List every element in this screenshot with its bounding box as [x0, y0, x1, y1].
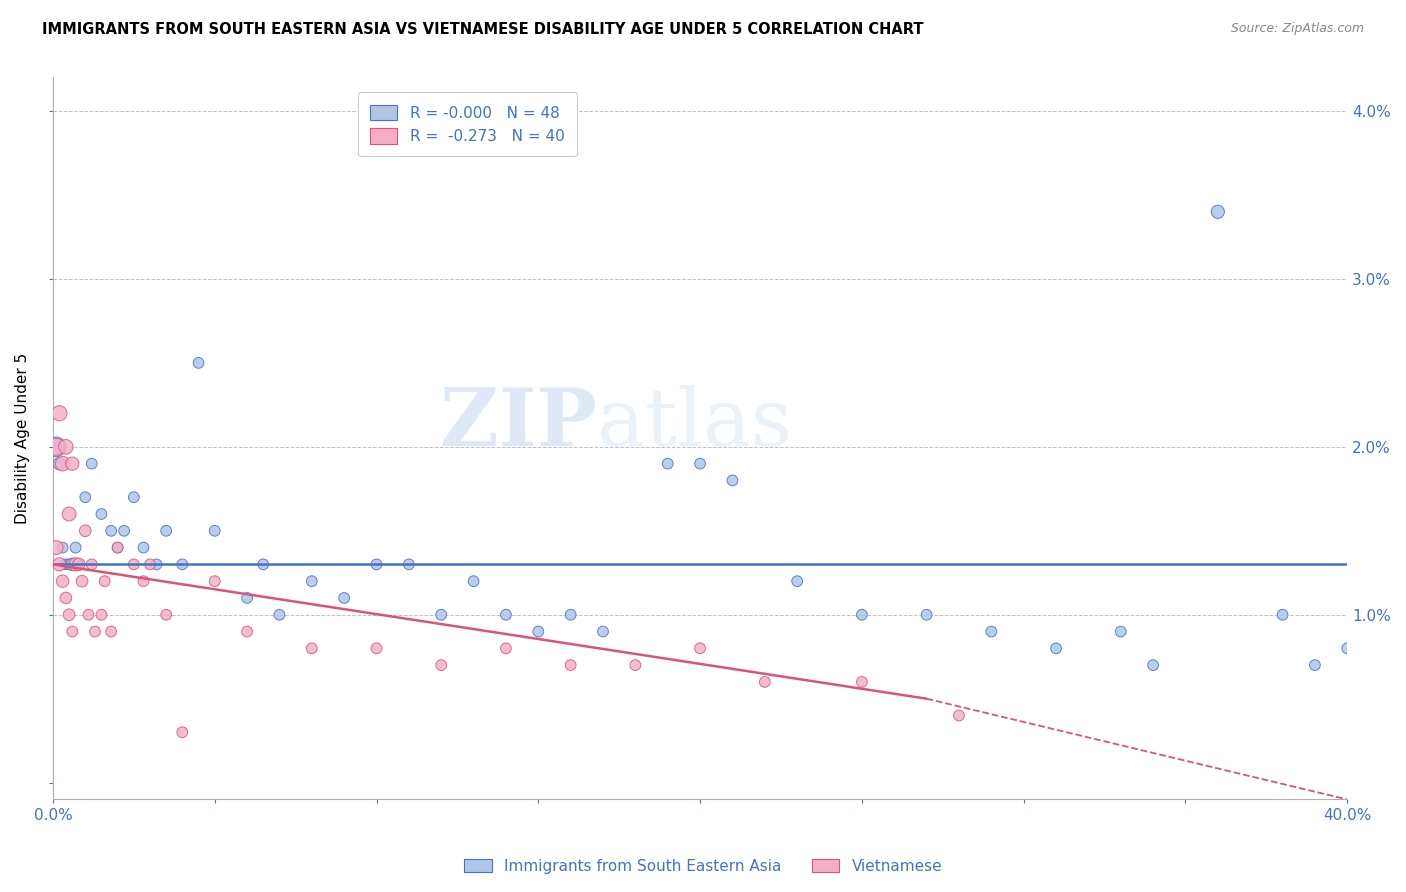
- Text: Source: ZipAtlas.com: Source: ZipAtlas.com: [1230, 22, 1364, 36]
- Point: [48, 457, 70, 471]
- Point: [187, 356, 209, 370]
- Point: [77, 607, 100, 622]
- Text: atlas: atlas: [596, 385, 792, 463]
- Point: [624, 658, 647, 673]
- Point: [100, 524, 122, 538]
- Legend: Immigrants from South Eastern Asia, Vietnamese: Immigrants from South Eastern Asia, Viet…: [458, 853, 948, 880]
- Point: [252, 558, 274, 572]
- Point: [301, 641, 323, 656]
- Point: [45, 440, 67, 454]
- Point: [1109, 624, 1132, 639]
- Point: [851, 674, 873, 689]
- Point: [657, 457, 679, 471]
- Point: [269, 607, 291, 622]
- Point: [145, 558, 167, 572]
- Point: [60, 457, 83, 471]
- Point: [132, 541, 155, 555]
- Point: [107, 541, 129, 555]
- Point: [65, 541, 87, 555]
- Point: [430, 607, 453, 622]
- Point: [204, 574, 226, 589]
- Point: [948, 708, 970, 723]
- Point: [55, 558, 77, 572]
- Point: [52, 541, 75, 555]
- Point: [60, 558, 83, 572]
- Point: [1142, 658, 1164, 673]
- Point: [107, 541, 129, 555]
- Point: [592, 624, 614, 639]
- Point: [45, 541, 67, 555]
- Point: [93, 574, 115, 589]
- Point: [60, 624, 83, 639]
- Point: [754, 674, 776, 689]
- Point: [65, 558, 87, 572]
- Point: [112, 524, 135, 538]
- Point: [55, 440, 77, 454]
- Point: [851, 607, 873, 622]
- Point: [80, 558, 103, 572]
- Point: [786, 574, 808, 589]
- Point: [48, 406, 70, 420]
- Point: [495, 641, 517, 656]
- Point: [139, 558, 162, 572]
- Point: [75, 490, 97, 504]
- Point: [45, 440, 67, 454]
- Point: [495, 607, 517, 622]
- Point: [398, 558, 420, 572]
- Point: [980, 624, 1002, 639]
- Point: [132, 574, 155, 589]
- Text: ZIP: ZIP: [440, 385, 596, 463]
- Point: [1336, 641, 1358, 656]
- Point: [55, 591, 77, 605]
- Point: [172, 725, 194, 739]
- Point: [560, 658, 582, 673]
- Point: [80, 457, 103, 471]
- Point: [1271, 607, 1294, 622]
- Point: [366, 641, 388, 656]
- Point: [204, 524, 226, 538]
- Text: IMMIGRANTS FROM SOUTH EASTERN ASIA VS VIETNAMESE DISABILITY AGE UNDER 5 CORRELAT: IMMIGRANTS FROM SOUTH EASTERN ASIA VS VI…: [42, 22, 924, 37]
- Point: [67, 558, 90, 572]
- Point: [90, 507, 112, 521]
- Point: [90, 607, 112, 622]
- Point: [366, 558, 388, 572]
- Point: [333, 591, 356, 605]
- Point: [84, 624, 107, 639]
- Point: [527, 624, 550, 639]
- Point: [58, 607, 80, 622]
- Point: [67, 558, 90, 572]
- Point: [122, 490, 145, 504]
- Point: [100, 624, 122, 639]
- Point: [689, 641, 711, 656]
- Point: [301, 574, 323, 589]
- Point: [721, 474, 744, 488]
- Point: [430, 658, 453, 673]
- Point: [122, 558, 145, 572]
- Point: [52, 457, 75, 471]
- Legend: R = -0.000   N = 48, R =  -0.273   N = 40: R = -0.000 N = 48, R = -0.273 N = 40: [357, 92, 576, 156]
- Point: [155, 607, 177, 622]
- Point: [1206, 204, 1229, 219]
- Point: [236, 624, 259, 639]
- Point: [560, 607, 582, 622]
- Point: [1045, 641, 1067, 656]
- Point: [1303, 658, 1326, 673]
- Point: [463, 574, 485, 589]
- Point: [172, 558, 194, 572]
- Point: [236, 591, 259, 605]
- Point: [689, 457, 711, 471]
- Point: [75, 524, 97, 538]
- Point: [155, 524, 177, 538]
- Point: [58, 558, 80, 572]
- Point: [58, 507, 80, 521]
- Point: [52, 574, 75, 589]
- Point: [70, 574, 93, 589]
- Point: [48, 558, 70, 572]
- Y-axis label: Disability Age Under 5: Disability Age Under 5: [15, 353, 30, 524]
- Point: [915, 607, 938, 622]
